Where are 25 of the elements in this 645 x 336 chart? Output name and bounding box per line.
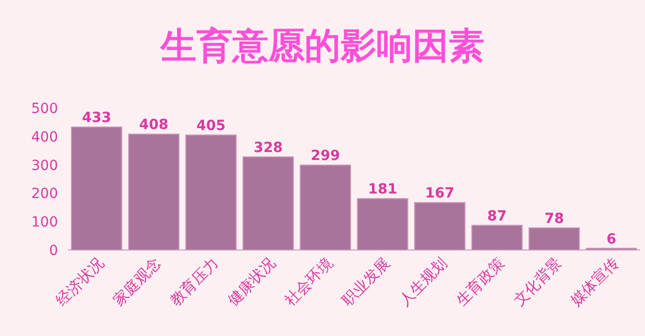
x-tick-label: 文化背景 xyxy=(510,254,566,310)
data-label: 328 xyxy=(254,140,283,156)
data-label: 167 xyxy=(425,186,454,202)
data-label: 87 xyxy=(487,208,507,224)
y-tick-label: 200 xyxy=(31,186,58,202)
data-label: 78 xyxy=(544,210,564,227)
y-tick-label: 300 xyxy=(31,158,58,174)
y-tick-label: 400 xyxy=(31,129,58,146)
data-label: 405 xyxy=(196,118,226,134)
x-tick-label: 社会环境 xyxy=(281,254,336,310)
data-label: 408 xyxy=(139,117,168,134)
data-label: 299 xyxy=(310,148,340,164)
x-tick-label: 媒体宣传 xyxy=(567,254,622,310)
chart-title: 生育意愿的影响因素 xyxy=(160,26,484,67)
data-label: 433 xyxy=(82,110,112,126)
x-tick-label: 健康状况 xyxy=(224,254,280,310)
data-label: 6 xyxy=(606,231,616,248)
data-label: 181 xyxy=(368,182,398,198)
x-tick-label: 家庭观念 xyxy=(109,254,165,310)
x-tick-label: 人生规划 xyxy=(395,254,451,310)
x-tick-label: 教育压力 xyxy=(166,254,222,310)
x-tick-label: 职业发展 xyxy=(338,254,394,310)
y-tick-label: 100 xyxy=(31,214,58,231)
x-tick-label: 生育政策 xyxy=(452,254,508,310)
y-tick-label: 500 xyxy=(31,101,58,117)
